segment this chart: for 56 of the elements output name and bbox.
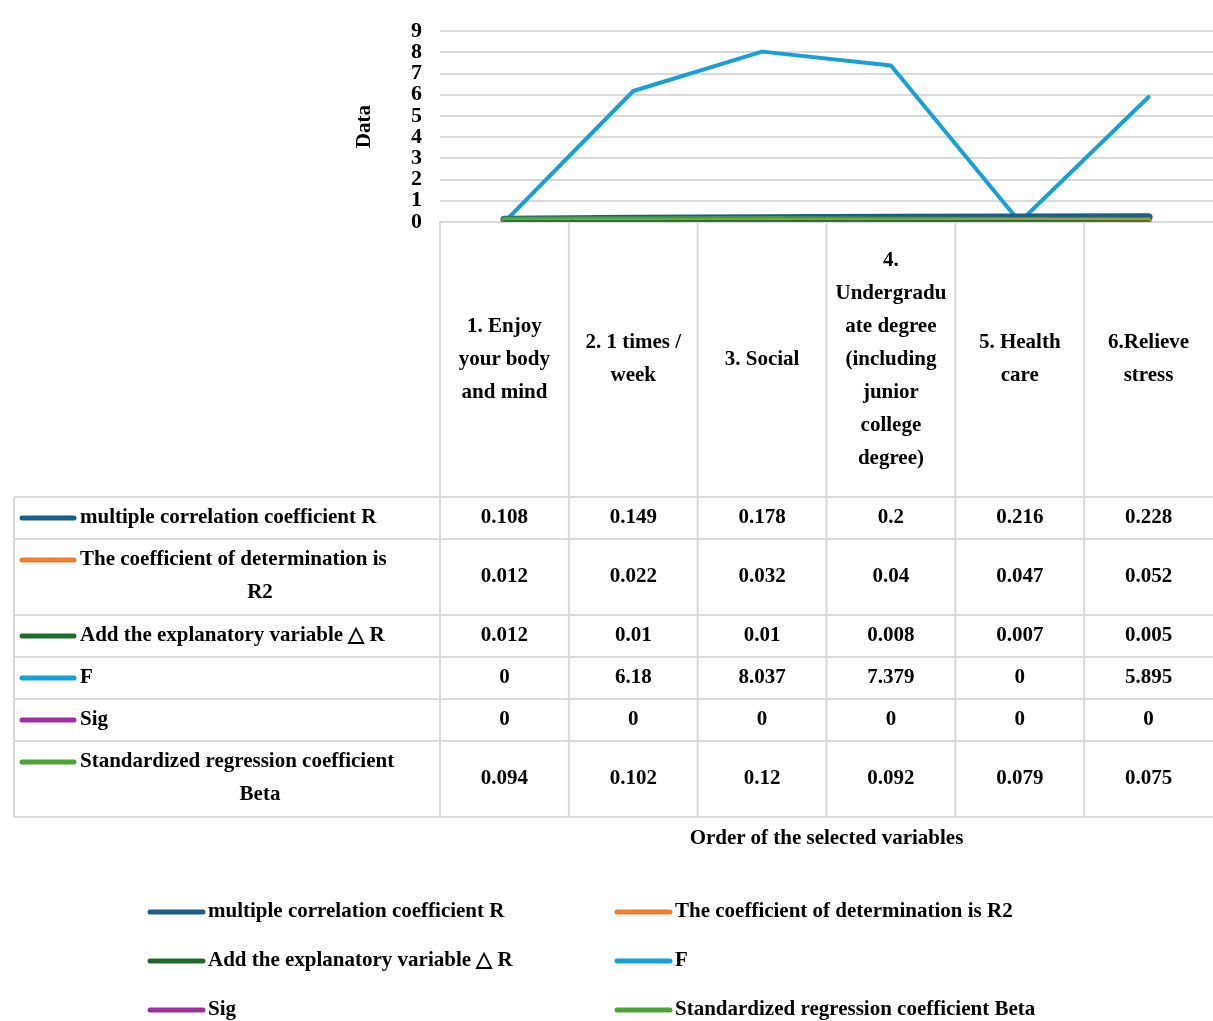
data-label: 0.032 [738, 563, 786, 588]
data-label: 0 [1014, 706, 1025, 731]
data-label: 0.092 [867, 765, 915, 790]
data-label: 0.047 [996, 563, 1044, 588]
x-tick-label: 5. Health care [978, 329, 1061, 387]
legend-label: multiple correlation coefficient R [80, 504, 378, 529]
legend-label: F [80, 664, 93, 689]
data-label: 0.022 [609, 563, 657, 588]
data-label: 0.075 [1124, 765, 1173, 790]
legend-label: Add the explanatory variable △ R [80, 622, 386, 647]
data-label: 0.012 [480, 622, 529, 647]
data-label: 0.149 [609, 504, 657, 529]
text: F [675, 947, 688, 972]
legend-label: Sig [80, 706, 109, 731]
data-label: 0.094 [480, 765, 529, 790]
data-label: 0.007 [996, 622, 1044, 647]
data-label: 0.228 [1124, 504, 1173, 529]
text: Add the explanatory variable △ R [208, 947, 513, 972]
data-label: 0 [1143, 706, 1154, 731]
data-label: 6.18 [614, 664, 652, 689]
x-tick-label: 2. 1 times / week [585, 329, 683, 387]
x-tick-label: 4. Undergraduate degree (including junior college degree) [835, 246, 947, 469]
data-label: 0 [885, 706, 897, 731]
data-label: 0 [499, 664, 510, 689]
data-label: 0.01 [614, 622, 652, 647]
data-label: 0 [756, 706, 768, 731]
legend-label: Standardized regression coefficient Beta [80, 748, 395, 806]
text: The coefficient of determination is R2 [675, 898, 1013, 923]
data-label: 0.102 [609, 765, 657, 790]
text: Order of the selected variables [689, 825, 964, 850]
y-axis-title: Data [351, 104, 376, 149]
data-label: 0 [1014, 664, 1025, 689]
text: Sig [208, 996, 237, 1021]
data-label: 0.005 [1124, 622, 1173, 647]
data-label: 0 [499, 706, 510, 731]
x-tick-label: 3. Social [724, 345, 800, 370]
data-label: 0 [628, 706, 639, 731]
data-label: 0.12 [743, 765, 781, 790]
text: multiple correlation coefficient R [208, 898, 505, 923]
data-label: 0.079 [996, 765, 1044, 790]
data-label: 0.108 [480, 504, 529, 529]
data-label: 0.012 [480, 563, 529, 588]
data-label: 0.01 [743, 622, 781, 647]
x-tick-label: 6.Relieve stress [1108, 329, 1190, 387]
data-label: 7.379 [867, 664, 915, 689]
text: Standardized regression coefficient Beta [675, 996, 1036, 1021]
data-label: 0.008 [867, 622, 915, 647]
data-label: 0.052 [1124, 563, 1173, 588]
data-label: 0.04 [872, 563, 910, 588]
data-label: 8.037 [738, 664, 786, 689]
legend-label: The coefficient of determination is R2 [80, 546, 387, 604]
data-label: 5.895 [1124, 664, 1173, 689]
data-label: 0.178 [738, 504, 786, 529]
data-label: 0.2 [877, 504, 905, 529]
data-label: 0.216 [996, 504, 1044, 529]
x-tick-label: 1. Enjoy your body and mind [458, 312, 551, 403]
